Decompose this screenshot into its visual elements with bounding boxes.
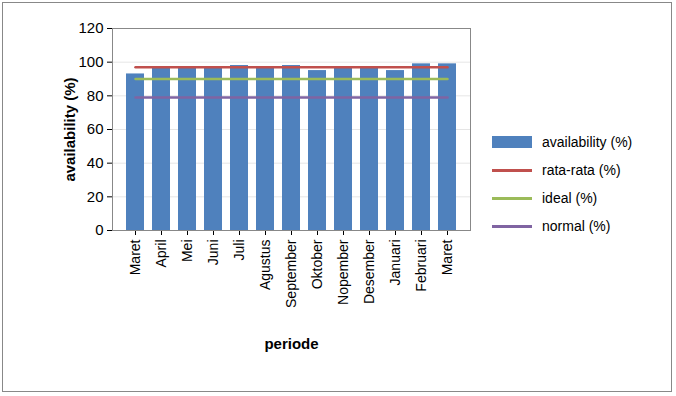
- svg-text:40: 40: [87, 154, 104, 171]
- svg-text:Desember: Desember: [361, 239, 377, 304]
- svg-text:Maret: Maret: [439, 239, 455, 275]
- svg-text:availability (%): availability (%): [61, 77, 78, 181]
- svg-text:September: September: [283, 239, 299, 308]
- svg-text:120: 120: [78, 19, 103, 36]
- html-text:rata-rata (%): rata-rata (%): [542, 162, 621, 178]
- svg-text:Juni: Juni: [205, 240, 221, 266]
- svg-text:Juli: Juli: [231, 240, 247, 261]
- svg-text:Agustus: Agustus: [257, 240, 273, 291]
- html-text:availability (%): availability (%): [542, 134, 633, 150]
- svg-text:Nopember: Nopember: [335, 239, 351, 305]
- svg-text:20: 20: [87, 188, 104, 205]
- svg-text:80: 80: [87, 87, 104, 104]
- svg-text:60: 60: [87, 120, 104, 137]
- svg-text:100: 100: [78, 53, 103, 70]
- svg-text:Januari: Januari: [387, 240, 403, 286]
- svg-text:Februari: Februari: [413, 240, 429, 292]
- svg-text:0: 0: [95, 221, 103, 238]
- svg-text:Oktober: Oktober: [309, 239, 325, 289]
- html-text:normal (%): normal (%): [542, 218, 611, 234]
- svg-text:periode: periode: [264, 335, 318, 352]
- svg-text:April: April: [153, 240, 169, 268]
- svg-text:Maret: Maret: [127, 239, 143, 275]
- html-text:ideal (%): ideal (%): [542, 190, 598, 206]
- svg-text:Mei: Mei: [179, 240, 195, 263]
